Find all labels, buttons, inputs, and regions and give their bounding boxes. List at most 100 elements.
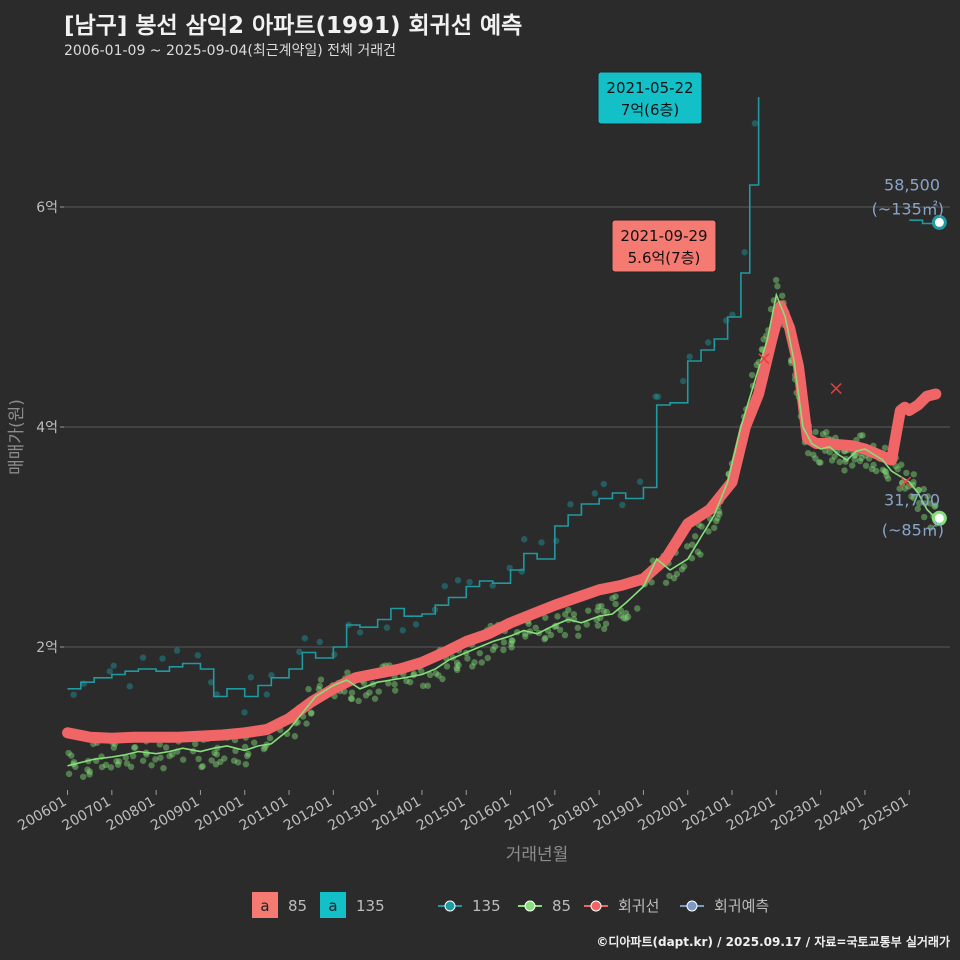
scatter-point [556, 626, 564, 634]
scatter-point [348, 695, 356, 703]
end-point [931, 510, 947, 526]
scatter-point [157, 754, 164, 761]
scatter-point [230, 757, 238, 764]
scatter-point [194, 652, 201, 659]
scatter-point [234, 759, 242, 766]
scatter-point [331, 651, 338, 658]
scatter-point [263, 691, 270, 698]
scatter-point [678, 566, 686, 573]
scatter-point [542, 634, 549, 642]
x-tick-label: 200801 [104, 794, 158, 835]
scatter-point [391, 681, 398, 688]
scatter-point [804, 449, 812, 457]
x-tick-label: 201801 [547, 794, 601, 835]
scatter-point [905, 483, 912, 490]
scatter-point [882, 468, 890, 476]
y-tick-label: 2억 [36, 640, 58, 656]
annotation-box [611, 219, 717, 273]
scatter-point [221, 755, 228, 762]
scatter-point [538, 539, 545, 546]
scatter-point [356, 629, 364, 636]
scatter-point [166, 752, 173, 760]
end-value: 58,500 [884, 175, 940, 194]
scatter-point [268, 671, 275, 679]
legend-swatch [320, 892, 346, 918]
scatter-point [884, 475, 892, 482]
scatter-point [594, 607, 601, 614]
scatter-point [836, 458, 843, 466]
scatter-point [828, 457, 836, 464]
scatter-point [159, 655, 166, 662]
scatter-point [412, 621, 420, 628]
scatter-point [115, 758, 123, 765]
scatter-point [624, 613, 632, 621]
scatter-point [521, 630, 529, 637]
legend-key: a [260, 897, 269, 915]
scatter-point [435, 672, 442, 679]
x-tick-label: 200901 [148, 794, 202, 835]
scatter-point [603, 608, 610, 616]
scatter-point [375, 688, 382, 695]
scatter-point [86, 768, 93, 775]
scatter-point [139, 654, 147, 661]
scatter-point [870, 461, 877, 469]
scatter-point [857, 432, 864, 439]
scatter-point [308, 709, 315, 716]
x-tick-label: 202101 [680, 794, 734, 835]
scatter-point [478, 659, 485, 666]
scatter-point [932, 502, 939, 509]
x-tick-label: 201001 [192, 794, 246, 835]
scatter-point [622, 615, 630, 622]
scatter-point [432, 670, 440, 677]
scatter-point [920, 485, 928, 493]
scatter-point [241, 743, 249, 751]
scatter-point [898, 461, 905, 468]
scatter-point [441, 582, 449, 590]
scatter-point [648, 579, 655, 586]
scatter-point [851, 456, 858, 463]
scatter-point [476, 649, 483, 657]
annotations: 2021-05-22 7억(6층) 2021-09-29 5.6억(7층) 58,500… [597, 71, 947, 539]
scatter-point [748, 371, 756, 379]
scatter-point [704, 339, 712, 346]
scatter-point [107, 764, 115, 771]
scatter-point [679, 377, 687, 385]
scatter-point [466, 578, 473, 586]
chart-subtitle: 2006-01-09 ~ 2025-09-04(최근계약일) 전체 거래건 [64, 43, 396, 59]
scatter-point [620, 614, 627, 622]
scatter-point [195, 755, 202, 763]
annotation-box [597, 71, 703, 125]
scatter-point [575, 632, 582, 639]
scatter-point [903, 469, 910, 477]
scatter-point [127, 763, 135, 771]
scatter-point [698, 523, 705, 530]
scatter-point [634, 605, 641, 612]
x-axis-title: 거래년월 [506, 845, 569, 865]
legend: a 85 a 135 135 85 회귀선 회귀예측 [252, 892, 769, 918]
scatter-point [385, 680, 392, 687]
scatter-point [305, 685, 312, 693]
chart-title: [남구] 봉선 삼익2 아파트(1991) 회귀선 예측 [64, 13, 523, 39]
scatter-point [129, 752, 137, 760]
scatter-point [291, 733, 299, 740]
scatter-point [565, 606, 572, 614]
x-tick-label: 202301 [768, 794, 822, 835]
scatter-point [469, 663, 476, 670]
scatter-point [169, 751, 176, 758]
scatter-point [542, 614, 549, 621]
end-point [931, 214, 947, 230]
scatter-point [598, 602, 605, 610]
scatter-point [713, 517, 720, 525]
scatter-point [508, 644, 515, 651]
scatter-point [152, 756, 159, 763]
x-tick-label: 202201 [724, 794, 778, 835]
scatter-point [344, 669, 351, 676]
scatter-point [595, 603, 602, 610]
grid-lines [64, 206, 950, 648]
y-tick-label: 6억 [36, 200, 58, 216]
scatter-point [207, 679, 215, 686]
scatter-point [617, 612, 624, 619]
scatter-point [173, 647, 181, 654]
scatter-point [217, 758, 224, 766]
scatter-point [901, 485, 909, 492]
